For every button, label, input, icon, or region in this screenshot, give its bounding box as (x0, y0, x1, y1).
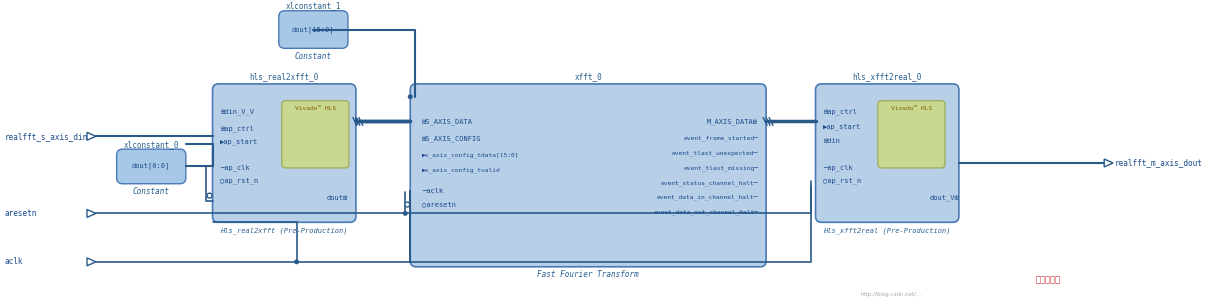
Text: ⊞din: ⊞din (824, 138, 841, 144)
Text: ○aresetn: ○aresetn (422, 202, 456, 207)
Text: ⊞S_AXIS_DATA: ⊞S_AXIS_DATA (422, 118, 473, 125)
Text: Constant: Constant (295, 52, 332, 61)
Text: xlconstant_0: xlconstant_0 (123, 140, 179, 149)
Text: ▶ap_start: ▶ap_start (221, 138, 259, 145)
Text: Vivado™ HLS: Vivado™ HLS (891, 106, 932, 111)
FancyBboxPatch shape (117, 149, 185, 184)
FancyBboxPatch shape (878, 101, 946, 168)
Text: hls_real2xfft_0: hls_real2xfft_0 (250, 73, 318, 81)
Text: 电子发烧友: 电子发烧友 (1036, 275, 1060, 284)
Text: http://blog.csdn.net/...: http://blog.csdn.net/... (860, 292, 921, 297)
Text: xlconstant_1: xlconstant_1 (285, 1, 342, 10)
Text: event_tlast_unexpected─: event_tlast_unexpected─ (672, 150, 758, 156)
Text: dout[0:0]: dout[0:0] (132, 163, 171, 169)
Text: ⊞ap_ctrl: ⊞ap_ctrl (824, 108, 858, 115)
Text: dout[15:0]: dout[15:0] (292, 26, 334, 33)
Text: ⊞ap_ctrl: ⊞ap_ctrl (221, 125, 255, 132)
FancyBboxPatch shape (282, 101, 349, 168)
Text: realfft_m_axis_dout: realfft_m_axis_dout (1115, 159, 1203, 167)
Text: ○ap_rst_n: ○ap_rst_n (824, 178, 861, 184)
FancyBboxPatch shape (815, 84, 959, 222)
Text: event_status_channel_halt─: event_status_channel_halt─ (661, 180, 758, 185)
Text: aresetn: aresetn (5, 209, 38, 218)
Text: realfft_s_axis_din: realfft_s_axis_din (5, 132, 88, 141)
Circle shape (407, 94, 412, 99)
Text: ▶s_axis_config_tvalid: ▶s_axis_config_tvalid (422, 167, 501, 173)
Circle shape (207, 193, 212, 198)
Text: event_frame_started─: event_frame_started─ (683, 135, 758, 141)
Text: dout_V⊞: dout_V⊞ (930, 194, 959, 201)
Polygon shape (87, 258, 96, 266)
Text: ⊞S_AXIS_CONFIG: ⊞S_AXIS_CONFIG (422, 135, 482, 142)
Text: ─aclk: ─aclk (422, 188, 443, 194)
Polygon shape (87, 132, 96, 140)
Polygon shape (1104, 159, 1113, 167)
Text: ○ap_rst_n: ○ap_rst_n (221, 178, 259, 184)
Text: Hls_xfft2real (Pre-Production): Hls_xfft2real (Pre-Production) (824, 227, 950, 234)
Text: aclk: aclk (5, 257, 23, 266)
FancyBboxPatch shape (410, 84, 766, 267)
FancyBboxPatch shape (212, 84, 356, 222)
Text: ▶s_axis_config_tdata[15:0]: ▶s_axis_config_tdata[15:0] (422, 152, 520, 158)
Text: ─ap_clk: ─ap_clk (824, 165, 853, 171)
Text: event_data_out_channel_halt─: event_data_out_channel_halt─ (653, 210, 758, 215)
Text: Fast Fourier Transform: Fast Fourier Transform (537, 270, 639, 279)
Text: event_data_in_channel_halt─: event_data_in_channel_halt─ (656, 195, 758, 200)
Text: xfft_0: xfft_0 (575, 73, 601, 81)
Text: ⊞din_V_V: ⊞din_V_V (221, 108, 255, 115)
Circle shape (405, 202, 410, 207)
Text: ▶ap_start: ▶ap_start (824, 123, 861, 130)
Text: ─ap_clk: ─ap_clk (221, 165, 250, 171)
Text: dout⊞: dout⊞ (326, 195, 348, 201)
Text: Constant: Constant (133, 187, 170, 196)
Text: Hls_real2xfft (Pre-Production): Hls_real2xfft (Pre-Production) (221, 227, 348, 234)
Circle shape (294, 259, 299, 264)
FancyBboxPatch shape (278, 11, 348, 48)
Text: M_AXIS_DATA⊞: M_AXIS_DATA⊞ (708, 118, 758, 125)
Text: hls_xfft2real_0: hls_xfft2real_0 (853, 73, 922, 81)
Circle shape (403, 211, 407, 216)
Text: event_tlast_missing─: event_tlast_missing─ (683, 165, 758, 171)
Polygon shape (87, 210, 96, 217)
Text: Vivado™ HLS: Vivado™ HLS (295, 106, 336, 111)
